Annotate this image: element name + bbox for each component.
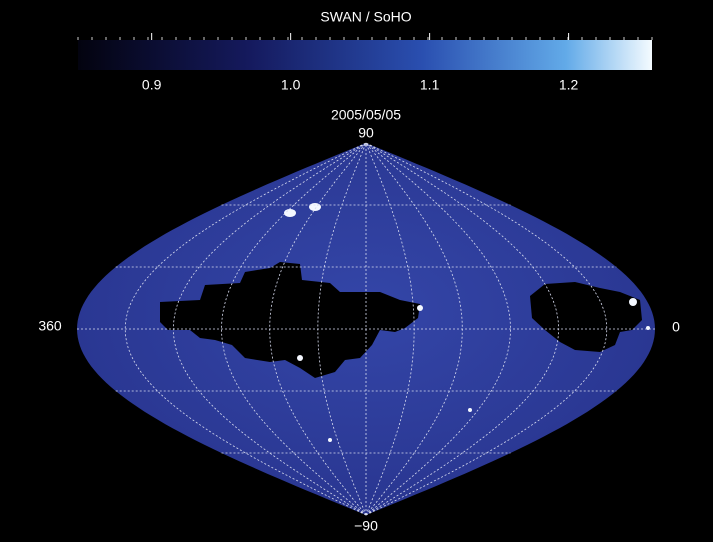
lon-left-label: 360 xyxy=(38,318,62,334)
lat-top-label: 90 xyxy=(358,125,374,141)
colorbar-tick-label: 1.0 xyxy=(281,77,301,93)
lon-right-label: 0 xyxy=(672,319,680,335)
colorbar xyxy=(78,40,652,70)
sky-map-figure: SWAN / SoHO 0.9 1.0 1.1 1.2 2005/05/05 90 −… xyxy=(0,0,713,542)
title: SWAN / SoHO xyxy=(320,9,411,25)
colorbar-tick-label: 0.9 xyxy=(142,77,162,93)
page: SWAN / SoHO 0.9 1.0 1.1 1.2 2005/05/05 90 −… xyxy=(0,0,713,542)
colorbar-tick-label: 1.1 xyxy=(420,77,440,93)
lat-bottom-label: −90 xyxy=(354,518,378,534)
colorbar-tick-label: 1.2 xyxy=(559,77,579,93)
date-label: 2005/05/05 xyxy=(331,107,401,123)
